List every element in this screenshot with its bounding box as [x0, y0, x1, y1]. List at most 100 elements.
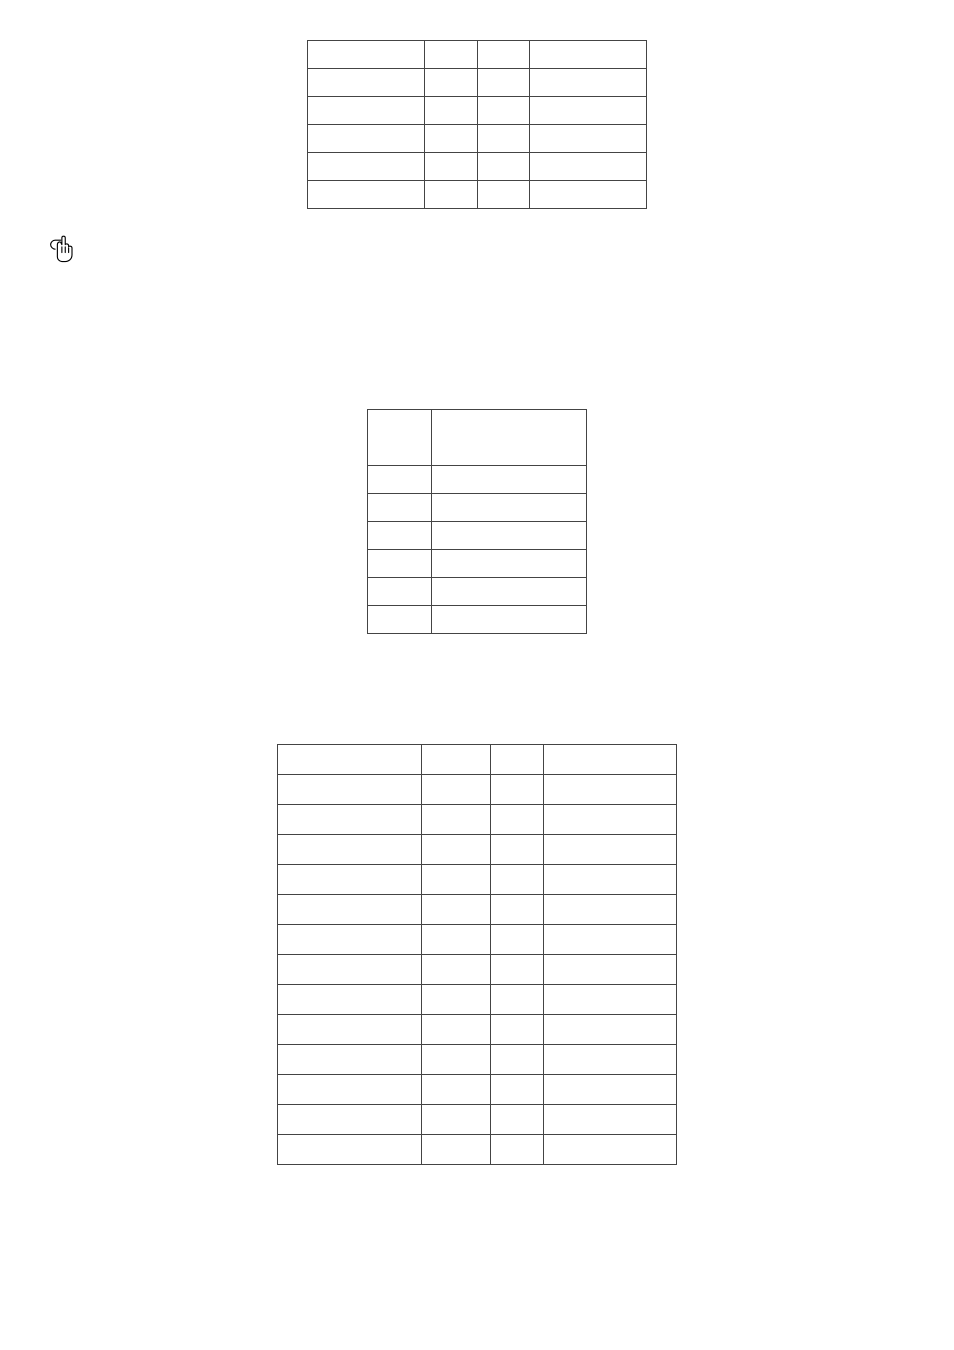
- table-2-body: [368, 410, 587, 634]
- table-cell: [543, 985, 676, 1015]
- table-row: [278, 925, 677, 955]
- table-cell: [308, 97, 425, 125]
- table-cell: [424, 125, 477, 153]
- table-cell: [477, 97, 530, 125]
- table-row: [368, 522, 587, 550]
- table-cell: [432, 494, 587, 522]
- pointing-hand-icon: [45, 230, 81, 266]
- table-cell: [368, 410, 432, 466]
- table-row: [278, 1105, 677, 1135]
- table-row: [308, 41, 647, 69]
- table-cell: [422, 925, 491, 955]
- document-page: [0, 0, 954, 1350]
- table-row: [278, 775, 677, 805]
- table-cell: [490, 985, 543, 1015]
- table-cell: [422, 955, 491, 985]
- table-cell: [278, 1135, 422, 1165]
- table-cell: [543, 1015, 676, 1045]
- table-cell: [477, 181, 530, 209]
- table-row: [278, 985, 677, 1015]
- table-cell: [432, 606, 587, 634]
- table-row: [278, 1045, 677, 1075]
- table-cell: [422, 1075, 491, 1105]
- table-row: [368, 494, 587, 522]
- table-cell: [432, 578, 587, 606]
- table-cell: [490, 1135, 543, 1165]
- table-cell: [278, 805, 422, 835]
- table-cell: [424, 97, 477, 125]
- table-cell: [490, 835, 543, 865]
- table-cell: [543, 925, 676, 955]
- table-cell: [490, 805, 543, 835]
- table-cell: [490, 925, 543, 955]
- table-cell: [278, 1045, 422, 1075]
- table-cell: [490, 955, 543, 985]
- table-row: [368, 578, 587, 606]
- table-cell: [543, 1075, 676, 1105]
- table-cell: [490, 1015, 543, 1045]
- table-row: [278, 955, 677, 985]
- table-cell: [432, 550, 587, 578]
- table-cell: [543, 955, 676, 985]
- table-cell: [543, 835, 676, 865]
- table-cell: [368, 466, 432, 494]
- table-row: [308, 125, 647, 153]
- table-cell: [477, 153, 530, 181]
- table-3-body: [278, 745, 677, 1165]
- table-cell: [422, 1105, 491, 1135]
- table-cell: [530, 69, 647, 97]
- table-row: [278, 1135, 677, 1165]
- table-row: [368, 606, 587, 634]
- table-cell: [543, 1045, 676, 1075]
- table-cell: [278, 925, 422, 955]
- table-cell: [278, 835, 422, 865]
- table-cell: [530, 97, 647, 125]
- table-cell: [422, 1135, 491, 1165]
- table-cell: [278, 1075, 422, 1105]
- table-cell: [432, 466, 587, 494]
- table-cell: [422, 835, 491, 865]
- table-cell: [308, 69, 425, 97]
- table-cell: [490, 1045, 543, 1075]
- table-cell: [308, 181, 425, 209]
- table-cell: [424, 181, 477, 209]
- table-row: [368, 466, 587, 494]
- table-row: [278, 1075, 677, 1105]
- table-row: [368, 410, 587, 466]
- table-cell: [490, 775, 543, 805]
- table-row: [278, 865, 677, 895]
- table-cell: [422, 865, 491, 895]
- table-row: [278, 805, 677, 835]
- table-cell: [477, 41, 530, 69]
- table-cell: [422, 805, 491, 835]
- table-cell: [368, 550, 432, 578]
- table-cell: [490, 1075, 543, 1105]
- table-cell: [432, 522, 587, 550]
- table-1: [307, 40, 647, 209]
- table-row: [308, 153, 647, 181]
- table-cell: [278, 985, 422, 1015]
- table-cell: [490, 1105, 543, 1135]
- table-cell: [278, 775, 422, 805]
- table-cell: [422, 745, 491, 775]
- table-cell: [278, 955, 422, 985]
- table-row: [278, 1015, 677, 1045]
- table-cell: [368, 494, 432, 522]
- table-cell: [422, 1015, 491, 1045]
- table-cell: [543, 1135, 676, 1165]
- table-cell: [477, 69, 530, 97]
- table-row: [308, 97, 647, 125]
- table-cell: [490, 895, 543, 925]
- table-cell: [432, 410, 587, 466]
- table-row: [368, 550, 587, 578]
- table-cell: [278, 895, 422, 925]
- table-cell: [368, 578, 432, 606]
- table-cell: [490, 865, 543, 895]
- table-cell: [543, 1105, 676, 1135]
- table-cell: [530, 41, 647, 69]
- table-cell: [530, 181, 647, 209]
- table-cell: [424, 41, 477, 69]
- table-cell: [422, 1045, 491, 1075]
- table-row: [278, 835, 677, 865]
- table-cell: [543, 775, 676, 805]
